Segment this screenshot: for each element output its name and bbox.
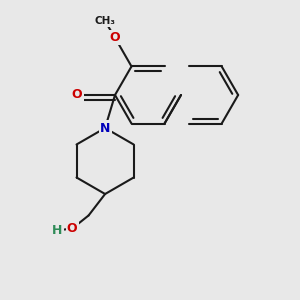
Text: N: N <box>100 122 110 134</box>
Text: H: H <box>52 224 62 237</box>
Text: O: O <box>72 88 82 101</box>
Text: O: O <box>110 31 120 44</box>
Text: O: O <box>67 222 77 235</box>
Text: CH₃: CH₃ <box>94 16 116 26</box>
Text: N: N <box>100 122 110 134</box>
